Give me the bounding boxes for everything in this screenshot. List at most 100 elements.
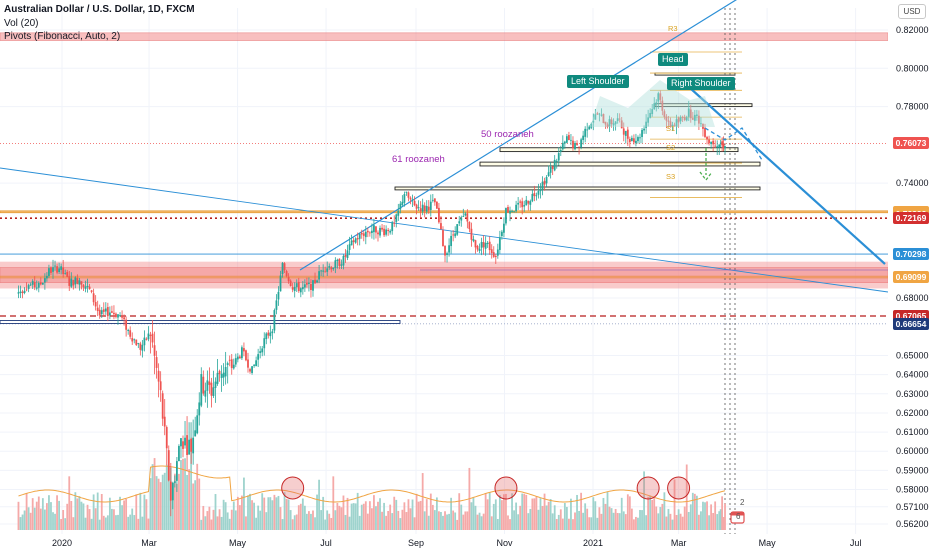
volume-indicator-label[interactable]: Vol (20) — [4, 18, 38, 29]
volume-bar — [704, 502, 706, 530]
volume-bar — [473, 498, 475, 530]
volume-bar — [365, 501, 367, 530]
candle-body — [420, 208, 422, 211]
candle-body — [438, 208, 440, 222]
currency-button[interactable]: USD — [898, 4, 926, 19]
candle-body — [343, 256, 345, 266]
volume-bar — [54, 514, 56, 530]
volume-bar — [501, 500, 503, 530]
candle-body — [418, 207, 420, 208]
y-tick-label: 0.57100 — [896, 502, 929, 512]
volume-bar — [103, 516, 105, 530]
candle-body — [529, 201, 531, 205]
candle-body — [546, 177, 548, 183]
pivot-s3-label: S3 — [666, 172, 675, 181]
volume-bar — [436, 497, 438, 530]
y-tick-label: 0.62000 — [896, 408, 929, 418]
candle-body — [117, 314, 119, 317]
candle-body — [485, 243, 487, 249]
candle-body — [460, 218, 462, 221]
badge-count: 2 — [740, 498, 744, 507]
volume-bar — [485, 493, 487, 530]
candle-body — [631, 138, 633, 141]
candle-body — [416, 205, 418, 209]
volume-bar — [202, 506, 204, 530]
candle-body — [375, 226, 377, 232]
candle-body — [468, 222, 470, 229]
volume-bar — [70, 501, 72, 530]
volume-bar — [223, 500, 225, 530]
volume-bar — [487, 499, 489, 530]
volume-bar — [117, 515, 119, 530]
candle-body — [641, 130, 643, 137]
volume-bar — [304, 506, 306, 530]
volume-bar — [647, 497, 649, 530]
volume-bar — [225, 502, 227, 530]
candle-body — [290, 281, 292, 286]
candle-body — [304, 284, 306, 287]
volume-bar — [154, 458, 156, 530]
candle-body — [255, 360, 257, 366]
candle-body — [434, 198, 436, 202]
pivots-indicator-label[interactable]: Pivots (Fibonacci, Auto, 2) — [4, 31, 120, 42]
candle-body — [544, 181, 546, 185]
volume-bar — [357, 493, 359, 530]
candle-body — [26, 290, 28, 291]
volume-bar — [139, 493, 141, 530]
volume-bar — [349, 517, 351, 530]
volume-bar — [708, 515, 710, 530]
volume-bar — [462, 515, 464, 530]
candle-body — [385, 229, 387, 234]
candle-body — [436, 202, 438, 209]
candle-body — [432, 200, 434, 201]
volume-bar — [341, 507, 343, 530]
symbol-title[interactable]: Australian Dollar / U.S. Dollar, 1D, FXC… — [4, 4, 195, 15]
volume-bar — [680, 514, 682, 530]
candle-body — [278, 292, 280, 300]
candle-body — [107, 307, 109, 316]
candle-body — [141, 345, 143, 351]
candle-body — [310, 284, 312, 290]
candle-body — [570, 140, 572, 141]
volume-bar — [91, 519, 93, 530]
candle-body — [566, 136, 568, 143]
volume-bar — [426, 499, 428, 530]
candle-body — [318, 271, 320, 279]
volume-bar — [645, 515, 647, 530]
volume-bar — [338, 506, 340, 530]
candle-body — [196, 415, 198, 433]
candle-body — [623, 128, 625, 134]
candle-body — [393, 223, 395, 224]
volume-bar — [156, 476, 158, 530]
volume-bar — [280, 507, 282, 530]
volume-bar — [160, 482, 162, 530]
volume-bar — [115, 515, 117, 530]
candle-body — [466, 213, 468, 221]
candle-body — [558, 153, 560, 160]
candle-body — [280, 275, 282, 291]
candle-body — [225, 367, 227, 376]
price-tag: 0.66654 — [893, 318, 929, 330]
volume-bar — [200, 520, 202, 530]
volume-bar — [481, 516, 483, 530]
candle-body — [395, 214, 397, 222]
volume-bar — [129, 515, 131, 530]
candle-body — [166, 427, 168, 448]
candle-body — [430, 202, 432, 210]
volume-bar — [178, 474, 180, 530]
candle-body — [294, 287, 296, 291]
volume-bar — [525, 495, 527, 530]
candle-body — [20, 292, 22, 293]
volume-bar — [239, 505, 241, 530]
volume-highlight-circle — [495, 477, 517, 499]
volume-bar — [34, 508, 36, 530]
candle-body — [513, 211, 515, 212]
volume-bar — [523, 494, 525, 530]
volume-bar — [659, 507, 661, 530]
volume-bar — [460, 505, 462, 530]
candle-body — [515, 205, 517, 211]
volume-bar — [276, 497, 278, 530]
candle-body — [176, 461, 178, 481]
neckline-box — [500, 148, 738, 152]
